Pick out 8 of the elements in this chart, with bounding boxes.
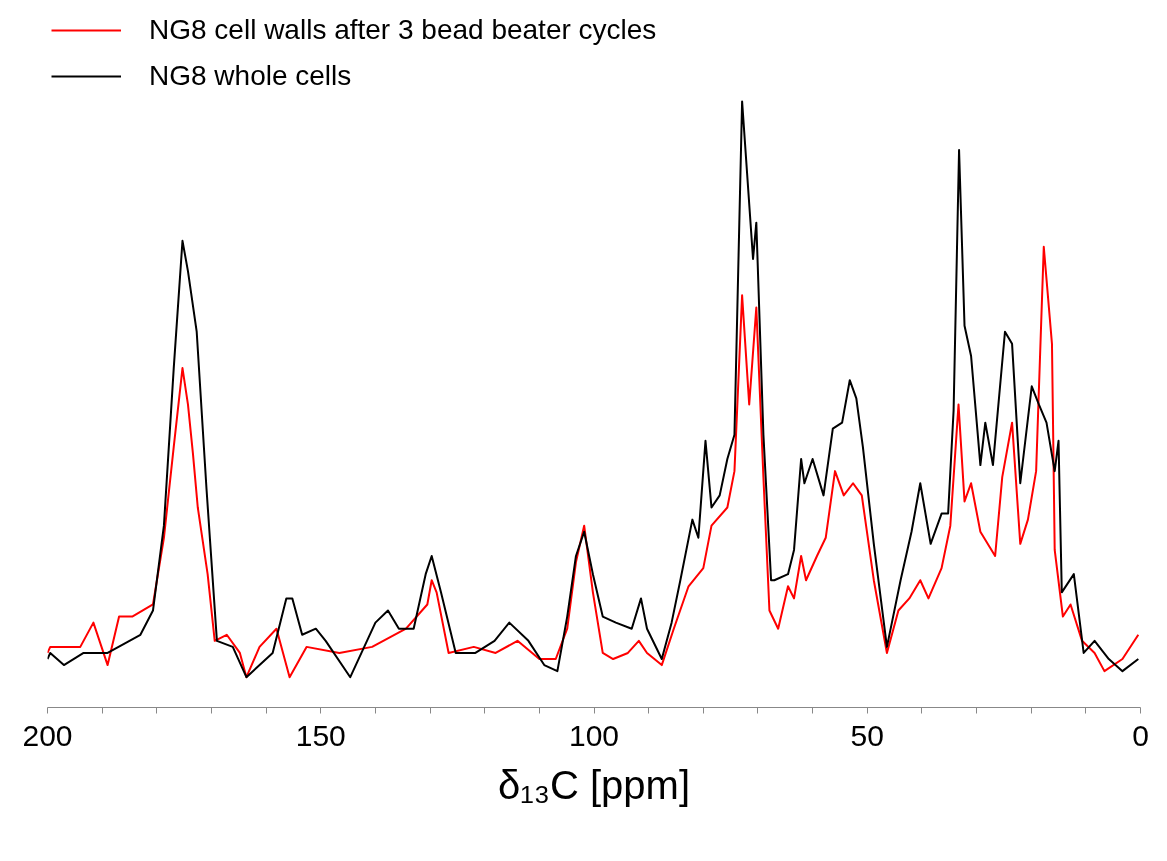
- legend-label: NG8 cell walls after 3 bead beater cycles: [149, 14, 657, 46]
- x-tick-label: 150: [295, 718, 346, 752]
- x-axis-title: δ₁₃C [ppm]: [497, 762, 691, 807]
- legend-label: NG8 whole cells: [149, 60, 352, 92]
- x-tick-label: 100: [568, 718, 620, 752]
- x-tick-label: 0: [1132, 718, 1149, 752]
- x-tick-label: 50: [850, 718, 884, 752]
- x-tick-label: 200: [22, 718, 73, 752]
